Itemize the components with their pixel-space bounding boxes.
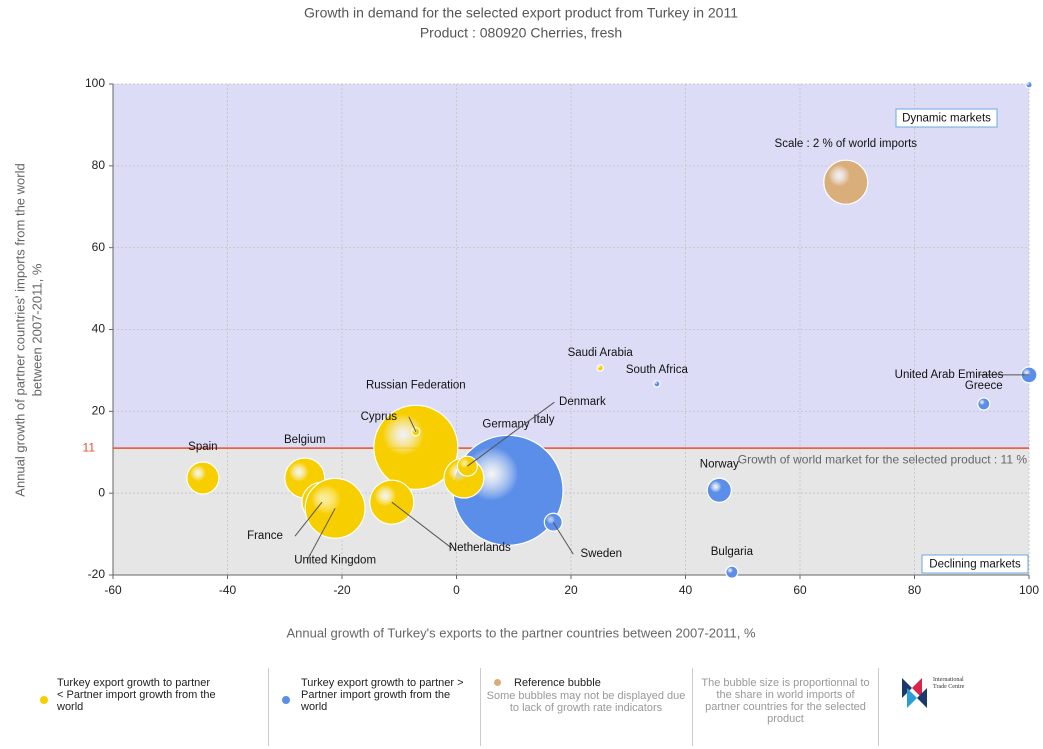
bubble-label: Sweden (580, 548, 622, 560)
declining-label: Declining markets (929, 559, 1021, 571)
bubble-label: France (247, 530, 283, 542)
bubble (725, 565, 739, 579)
leader-line (306, 508, 336, 561)
chart-subtitle: Product : 080920 Cherries, fresh (420, 25, 622, 41)
y-tick-label: 40 (92, 322, 106, 336)
bubble-label: Bulgaria (711, 546, 754, 558)
bubble (543, 512, 563, 532)
x-tick-label: 20 (564, 583, 578, 597)
bubble-label: Denmark (559, 396, 606, 408)
legend-note: The bubble size is proportionnal to the … (701, 677, 870, 725)
leader-line (408, 416, 417, 433)
bubble-label: South Africa (626, 364, 689, 376)
bubble-label: Cyprus (361, 411, 398, 423)
world-growth-label: Growth of world market for the selected … (738, 452, 1028, 466)
dynamic-label-box (895, 108, 998, 128)
y-tick-label: 60 (92, 240, 106, 254)
y-tick-label: 100 (85, 76, 105, 90)
bubble-label: Italy (533, 414, 554, 426)
leader-line (294, 501, 323, 537)
bubble (823, 159, 869, 205)
x-tick-label: 100 (1019, 583, 1039, 597)
bubble (373, 404, 459, 490)
legend-entry: Turkey export growth to partner > Partne… (301, 677, 464, 713)
declining-label-box (921, 554, 1029, 574)
y-tick-label: 20 (92, 404, 106, 418)
declining-region (113, 448, 1029, 575)
chart-title: Growth in demand for the selected export… (304, 5, 738, 21)
x-tick-label: 80 (908, 583, 922, 597)
y-tick-label: -20 (88, 567, 106, 581)
bubble (596, 364, 604, 372)
bubble (706, 477, 732, 503)
world-growth-tick-label: 11 (83, 440, 96, 454)
bubble-label: Netherlands (449, 542, 511, 554)
logo-text: International Trade Centre (933, 677, 965, 690)
x-tick-label: -40 (219, 583, 237, 597)
bubble-label: Saudi Arabia (568, 347, 634, 359)
x-tick-label: 0 (453, 583, 460, 597)
bubble-label: Norway (700, 458, 739, 470)
bubble-label: Russian Federation (366, 379, 466, 391)
x-tick-label: 60 (793, 583, 807, 597)
y-axis-label: Annual growth of partner countries' impo… (12, 163, 27, 496)
x-tick-label: -20 (333, 583, 351, 597)
legend-swatch (40, 696, 48, 704)
x-axis-label: Annual growth of Turkey's exports to the… (286, 625, 756, 640)
legend-swatch (282, 696, 290, 704)
bubble-label: Greece (965, 380, 1003, 392)
bubble (977, 397, 991, 411)
bubble-label: Belgium (284, 434, 326, 446)
separator (878, 668, 879, 746)
y-tick-label: 80 (92, 158, 106, 172)
separator (480, 668, 481, 746)
legend-entry: Reference bubble (514, 677, 601, 689)
chart: Growth in demand for the selected export… (12, 5, 1039, 641)
bubble-label: United Arab Emirates (895, 369, 1004, 381)
legend-entry: Turkey export growth to partner < Partne… (57, 677, 216, 713)
x-tick-label: 40 (679, 583, 693, 597)
legend-note: Some bubbles may not be displayed due to… (486, 690, 686, 714)
bubble (1025, 81, 1033, 89)
bubble-label: United Kingdom (294, 554, 376, 566)
dynamic-label: Dynamic markets (902, 113, 991, 125)
bubble (411, 427, 421, 437)
leader-line (391, 501, 453, 549)
leader-line (467, 401, 555, 467)
y-tick-label: 0 (98, 485, 105, 499)
bubble-label: Germany (482, 418, 530, 430)
x-tick-label: -60 (104, 583, 122, 597)
legend-swatch (494, 679, 501, 686)
leader-line (552, 521, 574, 555)
separator (692, 668, 693, 746)
bubble (653, 380, 661, 388)
bubble-label: Scale : 2 % of world imports (775, 138, 918, 150)
bubble (186, 461, 220, 495)
bubble-label: Spain (188, 441, 217, 453)
y-axis-label: between 2007-2011, % (29, 263, 44, 396)
logo (902, 678, 927, 708)
separator (268, 668, 269, 746)
